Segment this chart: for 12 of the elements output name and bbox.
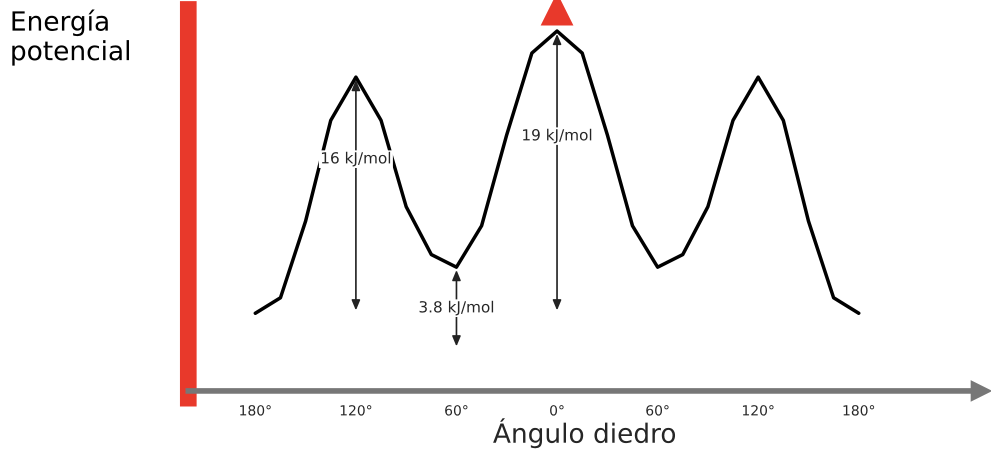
x-tick-label: 120° <box>742 405 774 416</box>
x-tick-label: 180° <box>240 405 271 416</box>
annotation: 19 kJ/mol <box>523 128 592 144</box>
x-tick-label: 0° <box>550 405 564 416</box>
x-tick-label: 120° <box>340 405 372 416</box>
annotation: 16 kJ/mol <box>322 152 390 166</box>
x-tick-label: 60° <box>646 405 669 416</box>
x-axis-title: Ángulo diedro <box>493 418 676 448</box>
x-tick-label: 180° <box>844 405 874 416</box>
x-tick-label: 60° <box>445 405 468 416</box>
y-axis-title: Energía potencial <box>12 9 129 66</box>
annotation: 3.8 kJ/mol <box>420 300 494 316</box>
